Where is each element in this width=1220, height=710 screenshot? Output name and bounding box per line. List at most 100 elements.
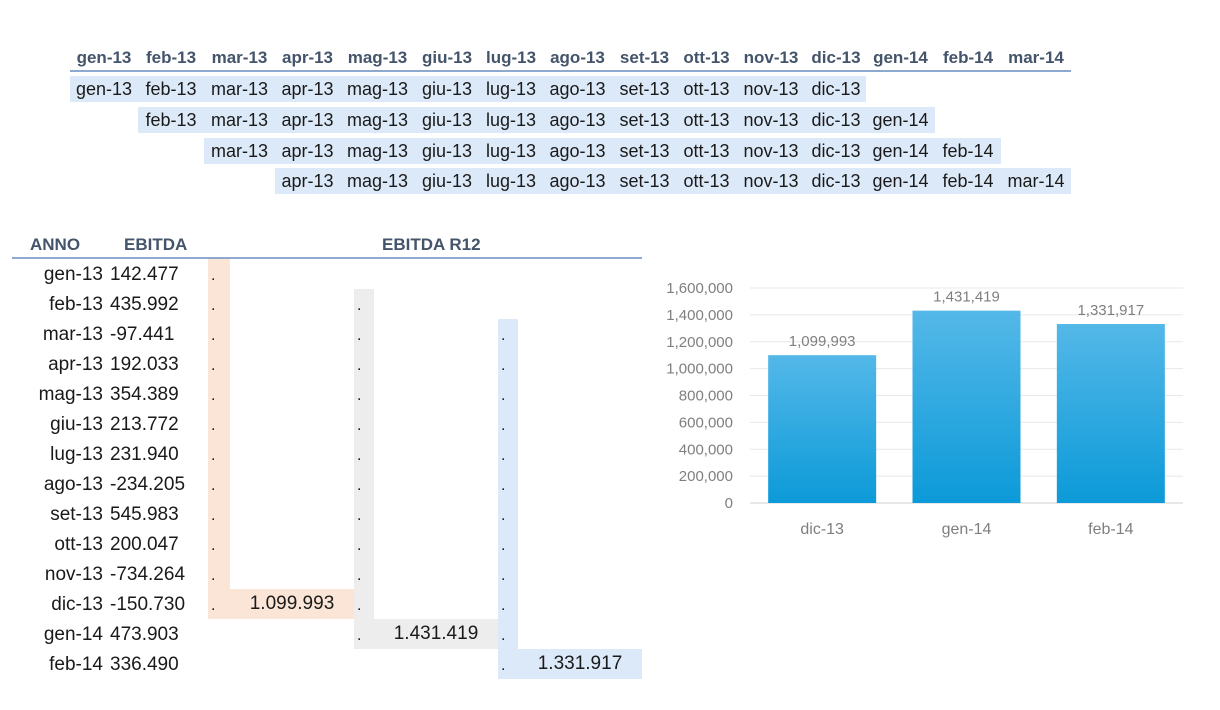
month-cell: mag-13 [38, 384, 103, 405]
y-tick-label: 800,000 [679, 388, 733, 405]
window-member-marker: . [211, 357, 216, 374]
window-member-marker: . [357, 567, 362, 584]
rolling-month-cell: ott-13 [683, 141, 730, 161]
rolling-month-cell: lug-13 [485, 110, 537, 130]
rolling-window-row: mar-13 apr-13 mag-13 giu-13 lug-13 ago-13 set-… [0, 138, 1220, 164]
month-header-cell: gen-14 [873, 48, 928, 67]
rolling-month-cell: mar-13 [210, 79, 268, 99]
window-member-marker: . [501, 657, 506, 674]
rolling-month-cell: set-13 [619, 171, 670, 191]
ebitda-value-cell: -734.264 [110, 564, 186, 585]
rolling-month-cell: set-13 [619, 79, 670, 99]
rolling-month-cell: nov-13 [743, 171, 799, 191]
window-member-marker: . [357, 507, 362, 524]
window-member-marker: . [501, 357, 506, 374]
bar [912, 310, 1021, 503]
y-tick-label: 1,400,000 [666, 307, 733, 324]
month-cell: giu-13 [50, 414, 103, 435]
rolling-month-cell: apr-13 [281, 110, 334, 130]
window-member-marker: . [211, 477, 216, 494]
month-header-cell: mar-13 [211, 48, 268, 67]
month-cell: gen-14 [43, 624, 103, 645]
rolling-month-cell: apr-13 [281, 141, 334, 161]
window-member-marker: . [501, 567, 506, 584]
window-member-marker: . [501, 417, 506, 434]
rolling-row-highlight [70, 76, 866, 102]
rolling-month-cell: giu-13 [421, 141, 473, 161]
rolling-window-band [354, 289, 374, 649]
rolling-month-cell: apr-13 [281, 171, 334, 191]
y-tick-label: 200,000 [679, 468, 733, 485]
window-member-marker: . [501, 387, 506, 404]
anno-column-header: ANNO [30, 235, 81, 254]
y-tick-label: 400,000 [679, 441, 733, 458]
rolling-month-cell: feb-14 [942, 171, 994, 191]
month-cell: feb-13 [49, 294, 103, 315]
month-header-cell: ott-13 [683, 48, 730, 67]
month-cell: ott-13 [54, 534, 103, 555]
window-member-marker: . [357, 627, 362, 644]
rolling-month-cell: lug-13 [485, 79, 537, 99]
rolling-month-cell: ott-13 [683, 171, 730, 191]
ebitda-column-header: EBITDA [124, 235, 188, 254]
ebitda-value-cell: -150.730 [110, 594, 186, 615]
window-member-marker: . [501, 327, 506, 344]
rolling-row-highlight [204, 138, 1001, 164]
rolling-month-cell: nov-13 [743, 141, 799, 161]
ebitda-r12-value: 1.431.419 [374, 619, 498, 649]
table-header-underline [12, 257, 642, 259]
ebitda-value-cell: 336.490 [110, 654, 179, 675]
bar [1056, 324, 1165, 503]
ebitda-value-cell: 473.903 [110, 624, 179, 645]
month-cell: dic-13 [51, 594, 103, 615]
window-member-marker: . [357, 387, 362, 404]
bar-data-label: 1,331,917 [1077, 302, 1144, 319]
window-member-marker: . [211, 597, 216, 614]
ebitda-value-cell: 200.047 [110, 534, 179, 555]
rolling-month-cell: mag-13 [346, 110, 409, 130]
window-member-marker: . [501, 477, 506, 494]
rolling-month-cell: dic-13 [811, 79, 861, 99]
rolling-month-cell: set-13 [619, 141, 670, 161]
rolling-month-cell: ott-13 [683, 110, 730, 130]
rolling-row-highlight [275, 168, 1071, 194]
ebitda-value-cell: -234.205 [110, 474, 186, 495]
month-header-cell: set-13 [619, 48, 670, 67]
month-cell: feb-14 [49, 654, 103, 675]
window-member-marker: . [211, 267, 216, 284]
window-member-marker: . [501, 507, 506, 524]
window-member-marker: . [501, 627, 506, 644]
rolling-month-cell: mag-13 [346, 141, 409, 161]
rolling-month-cell: feb-14 [942, 141, 994, 161]
rolling-window-band [498, 319, 518, 679]
window-member-marker: . [357, 417, 362, 434]
ebitda-value-cell: 545.983 [110, 504, 179, 525]
y-tick-label: 0 [725, 495, 733, 512]
window-member-marker: . [211, 297, 216, 314]
month-cell: apr-13 [48, 354, 103, 375]
window-member-marker: . [211, 417, 216, 434]
ebitda-r12-value: 1.331.917 [518, 649, 642, 679]
x-tick-label: gen-14 [942, 521, 992, 538]
month-cell: set-13 [50, 504, 103, 525]
bar-data-label: 1,099,993 [789, 333, 856, 350]
month-cell: nov-13 [44, 564, 103, 585]
rolling-month-cell: mar-13 [210, 110, 268, 130]
window-member-marker: . [357, 327, 362, 344]
window-member-marker: . [211, 447, 216, 464]
month-cell: gen-13 [43, 264, 103, 285]
month-header-cell: mar-14 [1008, 48, 1064, 67]
rolling-month-cell: nov-13 [743, 79, 799, 99]
window-member-marker: . [357, 297, 362, 314]
month-header-cell: feb-14 [942, 48, 994, 67]
header-underline [70, 70, 1071, 72]
ebitda-value-cell: -97.441 [110, 324, 175, 345]
ebitda-r12-column-header: EBITDA R12 [382, 235, 481, 254]
rolling-month-cell: giu-13 [421, 110, 473, 130]
month-header-cell: apr-13 [281, 48, 334, 67]
window-member-marker: . [501, 597, 506, 614]
rolling-month-cell: mag-13 [346, 171, 409, 191]
rolling-month-cell: feb-13 [145, 79, 197, 99]
month-header-cell: lug-13 [485, 48, 537, 67]
rolling-row-highlight [138, 107, 935, 133]
